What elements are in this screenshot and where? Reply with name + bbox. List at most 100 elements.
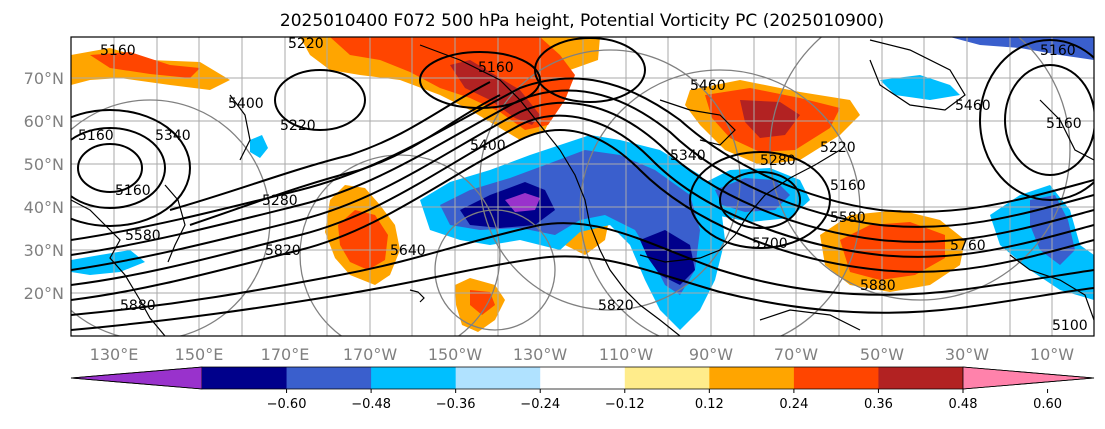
- colorbar-segment: [202, 367, 288, 389]
- contour-label: 5580: [830, 210, 866, 226]
- pv-fill-canada-darkred: [740, 100, 800, 138]
- lon-label: 70°W: [774, 345, 818, 364]
- lon-label: 50°W: [860, 345, 904, 364]
- contour-label: 5340: [670, 148, 706, 164]
- colorbar-segment: [878, 367, 964, 389]
- coastline-kamchatka: [229, 94, 251, 161]
- pv-fill-west-red: [90, 52, 200, 78]
- figure-title: 2025010400 F072 500 hPa height, Potentia…: [280, 11, 884, 31]
- coastline-alaska: [419, 44, 561, 151]
- contour-label: 5460: [955, 98, 991, 114]
- coastline-africa: [1009, 254, 1094, 321]
- colorbar-tick-label: −0.48: [351, 397, 391, 412]
- pv-fill-central-pacific-red: [338, 210, 388, 270]
- pv-fill-atlantic-red: [840, 222, 945, 280]
- contour-label: 5640: [390, 243, 426, 259]
- lon-label: 170°W: [343, 345, 398, 364]
- contour-label: 5160: [1040, 43, 1076, 59]
- colorbar-tick-label: 0.36: [864, 397, 893, 412]
- lon-label: 30°W: [945, 345, 989, 364]
- colorbar-tick-label: 0.48: [949, 397, 978, 412]
- contour-label: 5280: [760, 153, 796, 169]
- contour-label: 5160: [1046, 116, 1082, 132]
- colorbar-segment: [793, 367, 879, 389]
- contour-label: 5340: [155, 128, 191, 144]
- contour-label: 5220: [820, 140, 856, 156]
- contour-label: 5160: [478, 60, 514, 76]
- lat-label: 30°N: [24, 241, 64, 260]
- coastline-greenland: [869, 39, 966, 111]
- pv-fill-eastus-blue: [715, 178, 790, 212]
- coastline-asia: [71, 199, 166, 336]
- colorbar-segment: [455, 367, 541, 389]
- pv-fill-arctic-blue: [950, 37, 1094, 60]
- coastline-hawaii: [409, 289, 425, 303]
- contour-label: 5880: [860, 278, 896, 294]
- lon-label: 150°E: [175, 345, 224, 364]
- pv-fill-arctic-lightblue: [880, 75, 960, 100]
- lon-label: 130°E: [90, 345, 139, 364]
- colorbar-segment: [286, 367, 372, 389]
- pv-fill-west-blob: [250, 135, 268, 158]
- contour-label: 5460: [690, 78, 726, 94]
- contour-label: 5220: [280, 118, 316, 134]
- contour-labels: 5160 5220 5340 5400 5160 5160 5160 5220 …: [78, 36, 1088, 334]
- colorbar-tick-label: 0.60: [1033, 397, 1062, 412]
- colorbar-outline: [70, 366, 1095, 390]
- lat-label: 50°N: [24, 155, 64, 174]
- map-frame: [70, 36, 1095, 337]
- lon-label: 150°W: [428, 345, 483, 364]
- lon-label: 90°W: [689, 345, 733, 364]
- contour-label: 5160: [100, 43, 136, 59]
- colorbar-extend-max: [962, 366, 1095, 390]
- lat-label: 40°N: [24, 198, 64, 217]
- colorbar-segment: [540, 367, 626, 389]
- colorbar-tick-label: 0.24: [779, 397, 808, 412]
- contour-label: 5220: [288, 36, 324, 52]
- contour-label: 5400: [470, 138, 506, 154]
- contour-label: 5100: [1052, 318, 1088, 334]
- lon-label: 110°W: [599, 345, 654, 364]
- colorbar-tick-label: −0.24: [520, 397, 560, 412]
- colorbar-extend-min: [70, 366, 203, 390]
- contour-label: 5820: [265, 243, 301, 259]
- coastline-north-america-east: [734, 149, 841, 236]
- coastline-south-america: [759, 309, 861, 331]
- range-circles: [71, 37, 1071, 336]
- latitude-labels: 70°N 60°N 50°N 40°N 30°N 20°N: [24, 69, 64, 303]
- pv-fill-west-lightblue: [71, 250, 145, 275]
- colorbar-tick-label: −0.60: [267, 397, 307, 412]
- map-panel: 5160 5220 5340 5400 5160 5160 5160 5220 …: [70, 36, 1095, 337]
- height-contours: [71, 37, 1094, 331]
- pv-positive-fills: [71, 37, 965, 332]
- colorbar-segment: [624, 367, 710, 389]
- longitude-labels: 130°E 150°E 170°E 170°W 150°W 130°W 110°…: [90, 345, 1075, 364]
- contour-label: 5760: [950, 238, 986, 254]
- contour-label: 5880: [120, 298, 156, 314]
- pv-fill-north-pacific-darkred: [450, 60, 540, 125]
- coastline-gulf: [639, 234, 736, 263]
- pv-fill-subtropic-red: [470, 290, 495, 315]
- lat-label: 60°N: [24, 112, 64, 131]
- lon-label: 170°E: [261, 345, 310, 364]
- colorbar-tick-label: −0.36: [436, 397, 476, 412]
- contour-label: 5400: [228, 96, 264, 112]
- contour-label: 5160: [830, 178, 866, 194]
- lon-label: 10°W: [1030, 345, 1074, 364]
- colorbar-segment: [371, 367, 457, 389]
- contour-label: 5280: [262, 193, 298, 209]
- colorbar: −0.60 −0.48 −0.36 −0.24 −0.12 0.12 0.24 0.36 0.4…: [70, 366, 1095, 412]
- lon-label: 130°W: [513, 345, 568, 364]
- contour-label: 5160: [115, 183, 151, 199]
- contour-label: 5160: [78, 128, 114, 144]
- colorbar-tick-label: 0.12: [695, 397, 724, 412]
- lat-label: 20°N: [24, 284, 64, 303]
- colorbar-tick-label: −0.12: [605, 397, 645, 412]
- contour-label: 5820: [598, 298, 634, 314]
- contour-label: 5700: [752, 236, 788, 252]
- coastline-hudson: [659, 99, 736, 146]
- pv-fill-east-pacific-navy: [460, 182, 555, 228]
- contour-label: 5580: [125, 228, 161, 244]
- colorbar-segment: [709, 367, 795, 389]
